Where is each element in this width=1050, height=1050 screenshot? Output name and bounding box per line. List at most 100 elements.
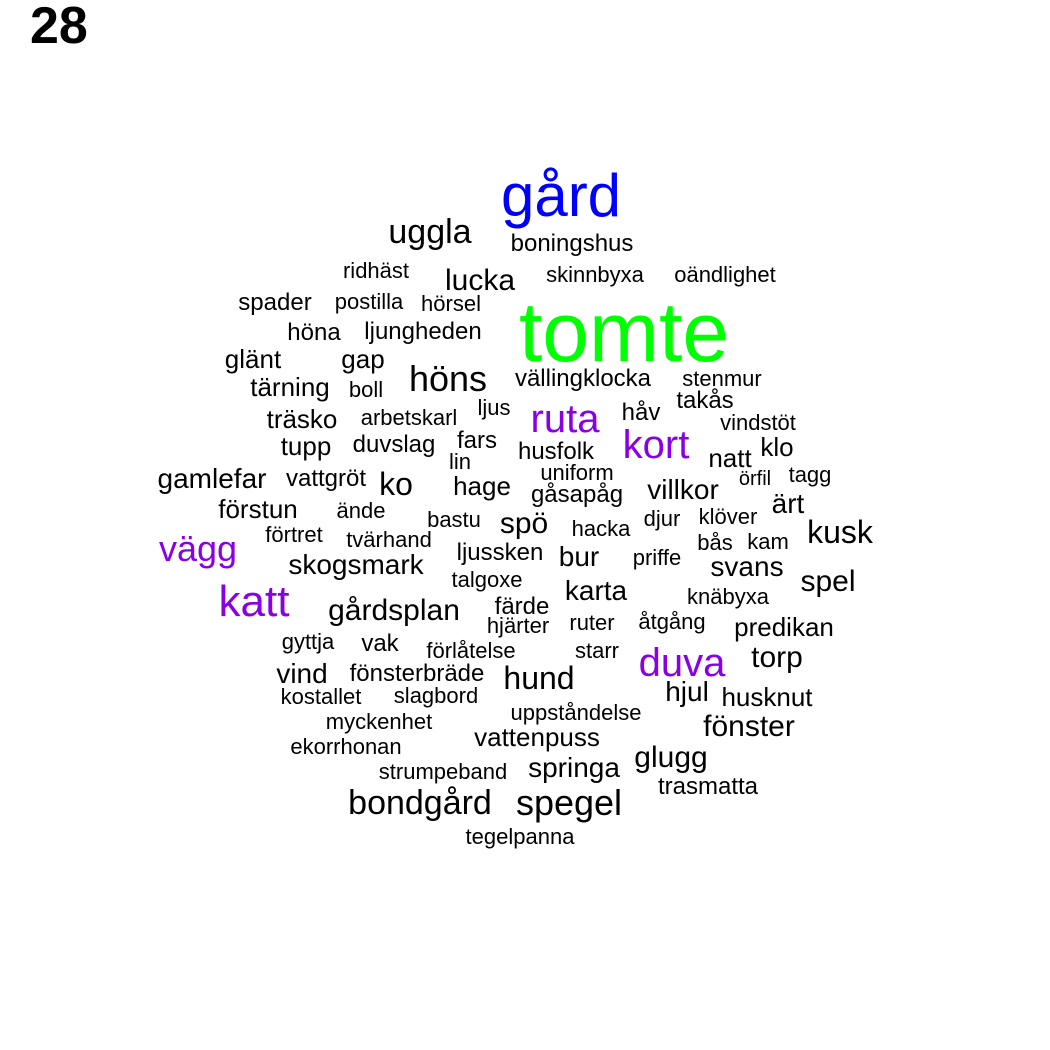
word-takas: takås — [676, 387, 734, 414]
word-karta: karta — [564, 575, 628, 606]
page-number: 28 — [30, 0, 88, 55]
word-gamlefar: gamlefar — [157, 463, 267, 494]
word-atgang: åtgång — [638, 609, 706, 634]
word-uppstandelse: uppståndelse — [510, 700, 642, 725]
word-duva: duva — [638, 641, 726, 685]
word-ekorrhonan: ekorrhonan — [290, 734, 402, 759]
word-hons: höns — [408, 358, 488, 399]
word-trasmatta: trasmatta — [657, 773, 759, 800]
word-skogsmark: skogsmark — [288, 549, 424, 580]
word-fars: fars — [456, 427, 498, 454]
word-tvarhand: tvärhand — [346, 527, 432, 552]
word-kostallet: kostallet — [280, 684, 362, 709]
word-fonsterbrade: fönsterbräde — [349, 660, 485, 687]
word-myckenhet: myckenhet — [325, 709, 433, 734]
word-torp: torp — [751, 641, 803, 674]
word-gasapag: gåsapåg — [530, 481, 624, 508]
word-vindstot: vindstöt — [720, 410, 796, 435]
word-gard: gård — [500, 162, 622, 229]
word-hjarter: hjärter — [486, 613, 550, 638]
word-hage: hage — [453, 471, 511, 501]
word-forstun: förstun — [218, 494, 298, 524]
word-uniform: uniform — [540, 460, 614, 485]
word-orfil: örfil — [738, 468, 772, 490]
word-ljussken: ljussken — [456, 539, 544, 566]
word-ljus: ljus — [477, 395, 511, 420]
word-spel: spel — [800, 565, 856, 598]
word-husfolk: husfolk — [517, 438, 595, 465]
word-bur: bur — [558, 541, 600, 572]
word-glant: glänt — [224, 344, 282, 374]
word-katt: katt — [218, 577, 290, 626]
word-tupp: tupp — [280, 431, 332, 461]
word-vattgrot: vattgröt — [285, 465, 367, 492]
word-kort: kort — [622, 423, 690, 467]
word-tegelpanna: tegelpanna — [465, 824, 575, 849]
word-spo: spö — [499, 507, 549, 540]
word-gardsplan: gårdsplan — [328, 594, 460, 627]
word-predikan: predikan — [734, 612, 834, 642]
word-vattenpuss: vattenpuss — [474, 722, 600, 752]
word-springa: springa — [528, 752, 620, 783]
word-art: ärt — [771, 488, 805, 519]
word-strumpeband: strumpeband — [378, 759, 508, 784]
word-fortret: förtret — [265, 522, 323, 547]
word-bondgard: bondgård — [348, 784, 492, 822]
word-lucka: lucka — [444, 264, 516, 297]
word-husknut: husknut — [721, 682, 813, 712]
word-vak: vak — [361, 630, 399, 657]
word-spegel: spegel — [515, 782, 623, 823]
word-boll: boll — [348, 377, 384, 402]
word-spader: spader — [238, 289, 312, 316]
word-villkor: villkor — [647, 474, 719, 505]
word-ruter: ruter — [569, 610, 615, 635]
word-tarning: tärning — [250, 372, 330, 402]
word-slagbord: slagbord — [393, 683, 479, 708]
word-vagg: vägg — [158, 528, 238, 569]
word-kam: kam — [747, 529, 789, 554]
word-priffe: priffe — [632, 545, 682, 570]
word-bastu: bastu — [427, 507, 481, 532]
word-hjul: hjul — [665, 676, 709, 707]
word-boningshus: boningshus — [510, 230, 634, 257]
word-hav: håv — [621, 399, 661, 426]
word-ridhast: ridhäst — [342, 258, 410, 283]
word-tagg: tagg — [788, 462, 832, 487]
word-trasko: träsko — [266, 404, 338, 434]
word-hund: hund — [503, 660, 575, 696]
word-kusk: kusk — [807, 514, 873, 550]
word-lin: lin — [448, 449, 472, 474]
word-glugg: glugg — [634, 741, 708, 774]
word-svans: svans — [710, 551, 784, 582]
word-talgoxe: talgoxe — [451, 567, 523, 592]
word-farde: färde — [494, 593, 550, 620]
word-gap: gap — [341, 344, 385, 374]
word-bas: bås — [697, 530, 733, 555]
word-tomte: tomte — [518, 285, 730, 379]
word-natt: natt — [708, 443, 752, 473]
word-ande: ände — [336, 498, 386, 523]
word-klo: klo — [760, 432, 794, 462]
word-oandlighet: oändlighet — [674, 262, 776, 287]
word-duvslag: duvslag — [352, 431, 436, 458]
word-klover: klöver — [698, 504, 758, 529]
word-vallingklocka: vällingklocka — [514, 365, 652, 392]
word-skinnbyxa: skinnbyxa — [546, 262, 644, 287]
word-ljungheden: ljungheden — [364, 318, 482, 345]
word-uggla: uggla — [388, 213, 472, 251]
word-ruta: ruta — [530, 397, 600, 441]
word-ko: ko — [379, 466, 413, 502]
word-gyttja: gyttja — [281, 629, 335, 654]
word-djur: djur — [643, 506, 681, 531]
word-forlatelse: förlåtelse — [426, 638, 516, 663]
word-hona: höna — [287, 319, 341, 346]
word-hacka: hacka — [571, 516, 631, 541]
word-vind: vind — [276, 658, 328, 689]
word-postilla: postilla — [334, 289, 404, 314]
word-fonster: fönster — [703, 710, 795, 743]
word-horsel: hörsel — [421, 291, 481, 316]
word-knabyxa: knäbyxa — [687, 584, 769, 609]
word-arbetskarl: arbetskarl — [360, 405, 458, 430]
word-starr: starr — [575, 638, 619, 663]
